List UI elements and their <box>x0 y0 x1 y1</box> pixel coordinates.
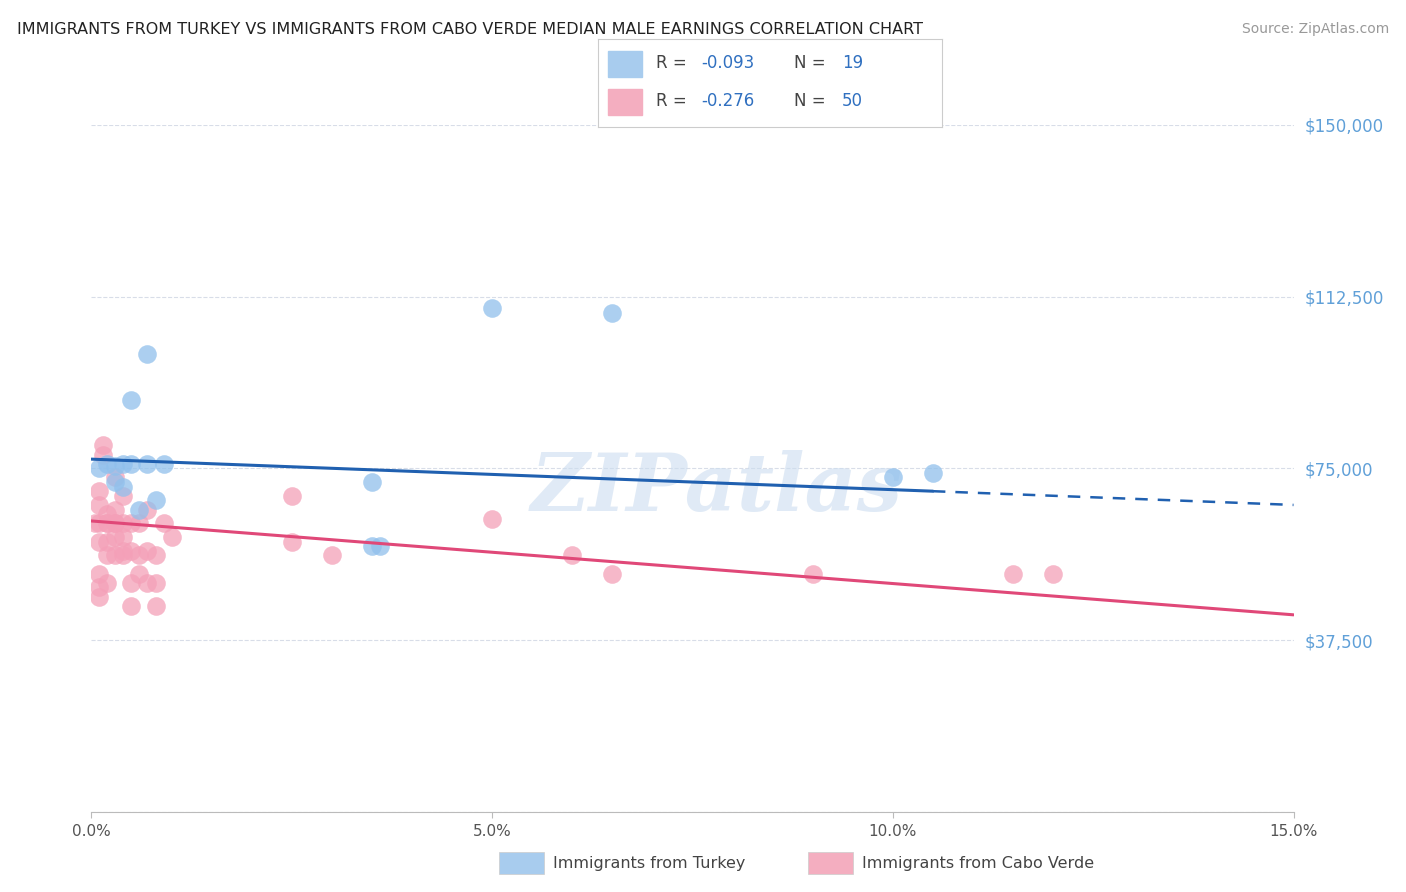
Text: ZIPatlas: ZIPatlas <box>530 450 903 528</box>
Point <box>89 590 111 604</box>
Point <box>160 530 183 544</box>
Point <box>801 566 824 581</box>
Point <box>112 530 135 544</box>
Point <box>112 543 135 558</box>
Point <box>121 575 143 590</box>
Point <box>152 516 174 531</box>
Point <box>96 534 118 549</box>
FancyBboxPatch shape <box>607 89 643 115</box>
Point <box>84 516 107 531</box>
Point <box>145 549 167 563</box>
Point <box>93 448 115 462</box>
Point <box>136 502 159 516</box>
Point <box>481 301 503 315</box>
Text: -0.276: -0.276 <box>700 92 754 111</box>
Text: Immigrants from Turkey: Immigrants from Turkey <box>553 856 745 871</box>
Point <box>89 534 111 549</box>
Point <box>104 470 127 484</box>
Point <box>89 484 111 499</box>
Point <box>281 489 304 503</box>
Point <box>121 457 143 471</box>
Point <box>96 516 118 531</box>
Point <box>96 516 118 531</box>
FancyBboxPatch shape <box>607 51 643 77</box>
Point <box>368 539 391 553</box>
Point <box>96 507 118 521</box>
Point <box>89 566 111 581</box>
Point <box>121 599 143 613</box>
Text: R =: R = <box>657 92 692 111</box>
Point <box>104 502 127 516</box>
Point <box>321 549 343 563</box>
Point <box>104 516 127 531</box>
Point <box>882 470 904 484</box>
Point <box>112 480 135 494</box>
Point <box>922 466 945 480</box>
Point <box>112 489 135 503</box>
Text: Immigrants from Cabo Verde: Immigrants from Cabo Verde <box>862 856 1094 871</box>
Point <box>281 534 304 549</box>
Point <box>145 599 167 613</box>
Point <box>96 457 118 471</box>
Point <box>89 461 111 475</box>
Point <box>128 502 150 516</box>
Point <box>104 516 127 531</box>
Point <box>136 347 159 361</box>
Point <box>360 539 382 553</box>
Point <box>89 516 111 531</box>
Text: N =: N = <box>794 92 831 111</box>
Point <box>481 511 503 525</box>
Point <box>121 543 143 558</box>
Point <box>104 549 127 563</box>
Text: Source: ZipAtlas.com: Source: ZipAtlas.com <box>1241 22 1389 37</box>
Point <box>145 575 167 590</box>
Point <box>152 457 174 471</box>
Point <box>602 566 624 581</box>
Text: R =: R = <box>657 54 692 72</box>
Point <box>128 566 150 581</box>
Point <box>145 493 167 508</box>
Point <box>136 575 159 590</box>
Point <box>360 475 382 489</box>
Point <box>89 580 111 594</box>
Text: N =: N = <box>794 54 831 72</box>
Text: 50: 50 <box>842 92 863 111</box>
Point <box>112 516 135 531</box>
Text: IMMIGRANTS FROM TURKEY VS IMMIGRANTS FROM CABO VERDE MEDIAN MALE EARNINGS CORREL: IMMIGRANTS FROM TURKEY VS IMMIGRANTS FRO… <box>17 22 922 37</box>
Text: 19: 19 <box>842 54 863 72</box>
Point <box>104 475 127 489</box>
Point <box>96 549 118 563</box>
Point <box>136 543 159 558</box>
Point <box>121 392 143 407</box>
Point <box>602 305 624 319</box>
Point <box>1001 566 1024 581</box>
Point <box>128 516 150 531</box>
Text: -0.093: -0.093 <box>700 54 754 72</box>
Point <box>136 457 159 471</box>
Point <box>93 438 115 452</box>
Point <box>104 458 127 473</box>
Point <box>104 530 127 544</box>
Point <box>128 549 150 563</box>
Point <box>121 516 143 531</box>
Point <box>89 498 111 512</box>
Point <box>112 549 135 563</box>
Point <box>96 575 118 590</box>
Point <box>561 549 583 563</box>
Point <box>1042 566 1064 581</box>
Point <box>112 457 135 471</box>
